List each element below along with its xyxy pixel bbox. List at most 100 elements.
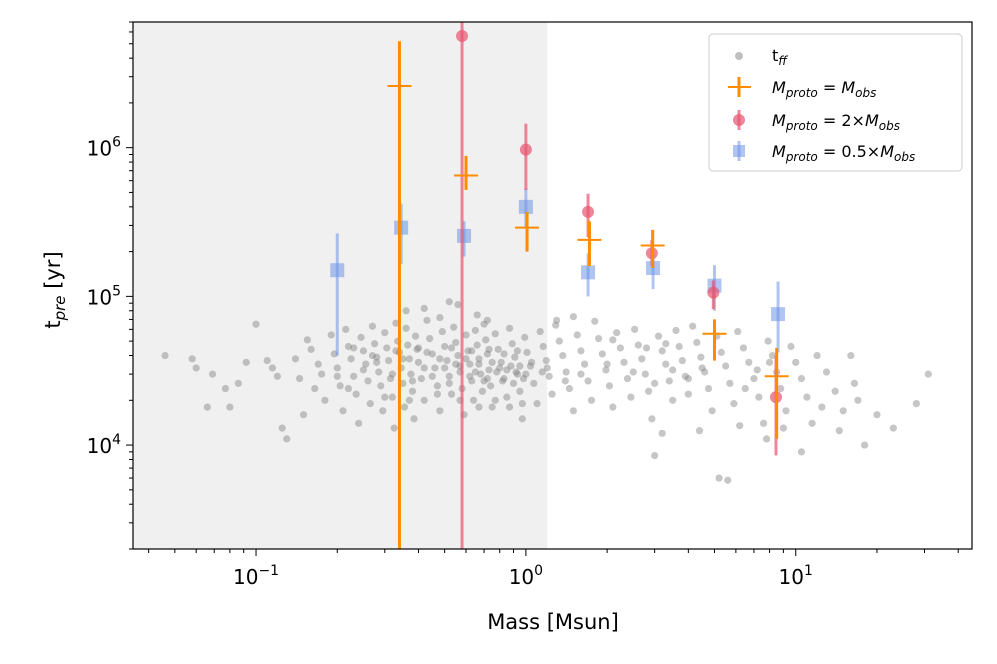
tff-point (724, 476, 732, 484)
tff-point (542, 356, 550, 365)
tff-point (553, 316, 561, 324)
tff-point (377, 382, 385, 390)
tff-point (373, 353, 381, 361)
tff-point (483, 350, 491, 358)
tff-point (303, 336, 311, 344)
tff-point (405, 355, 413, 363)
tff-point (411, 332, 420, 340)
tff-point (577, 347, 585, 355)
series-point-obs (640, 229, 665, 269)
tff-point (357, 333, 365, 341)
tff-point (307, 345, 315, 353)
tff-point (662, 340, 670, 348)
tff-point (662, 360, 670, 368)
tff-point (263, 356, 271, 365)
tff-point (362, 360, 370, 368)
tff-point (480, 320, 488, 328)
tff-point (513, 347, 521, 355)
legend-marker-half (733, 141, 745, 161)
legend: tff Mproto = Mobs Mproto = 2×Mobs Mproto… (708, 33, 963, 172)
legend-marker-double (733, 110, 745, 130)
tff-point (507, 362, 515, 370)
tff-point (402, 307, 410, 315)
tff-point (765, 358, 774, 366)
tff-point (500, 374, 508, 383)
marker-half (330, 263, 345, 278)
tff-point (595, 334, 603, 343)
tff-point (273, 372, 281, 380)
tff-point (759, 419, 768, 427)
tff-point (468, 377, 476, 385)
tff-point (428, 350, 436, 358)
series-point-half (330, 233, 345, 356)
axis-ticks (126, 21, 959, 556)
tff-point (704, 384, 713, 393)
tff-point (366, 400, 374, 408)
series-point-obs (577, 221, 602, 267)
tff-point (493, 368, 501, 376)
tff-point (912, 400, 920, 408)
tff-point (379, 407, 387, 415)
tff-point (482, 336, 490, 344)
tff-point (651, 451, 659, 460)
legend-box (708, 33, 963, 172)
tff-point (684, 374, 692, 383)
tff-point (388, 393, 396, 401)
tff-point (569, 407, 578, 415)
tff-point (441, 342, 449, 351)
tff-point (450, 323, 458, 331)
tff-point (629, 368, 637, 376)
tff-point (543, 364, 551, 372)
tff-point (291, 355, 300, 363)
tff-point (518, 400, 526, 408)
tff-point (414, 344, 423, 352)
tff-point (385, 356, 393, 365)
tff-point (631, 325, 639, 333)
tff-point (355, 419, 363, 427)
tff-point (602, 366, 610, 374)
tff-point (339, 407, 347, 415)
tff-point (808, 419, 816, 427)
tff-point (208, 370, 217, 378)
tff-point (516, 362, 524, 370)
tff-point (672, 326, 680, 335)
tff-point (431, 364, 439, 372)
tff-point (764, 337, 772, 345)
y-tick-label: 104 (87, 432, 121, 458)
series-point-half (771, 281, 786, 353)
tff-point (477, 370, 485, 378)
tff-point (577, 370, 585, 378)
tff-point (555, 337, 563, 345)
tff-point (797, 448, 806, 456)
tff-point (519, 374, 528, 383)
tff-point (634, 341, 642, 349)
tff-point (314, 360, 322, 368)
series-point-double (456, 22, 469, 549)
tff-point (347, 355, 355, 363)
tff-point (847, 351, 855, 360)
marker-half (581, 265, 596, 280)
tff-point (569, 313, 578, 321)
tff-point (803, 393, 811, 401)
tff-point (188, 355, 196, 363)
tff-point (381, 329, 389, 337)
tff-point (438, 327, 446, 336)
marker-double (707, 286, 720, 299)
x-tick-label: 100 (509, 563, 543, 589)
tff-point (466, 372, 474, 380)
tff-point (420, 304, 428, 312)
tff-point (407, 370, 415, 378)
tff-point (658, 429, 666, 437)
tff-point (739, 344, 748, 352)
tff-point (505, 403, 514, 411)
tff-point (500, 350, 508, 358)
series-point-double (519, 123, 532, 190)
tff-point (469, 396, 478, 404)
tff-point (462, 331, 470, 339)
tff-point (475, 355, 483, 363)
legend-label-half: Mproto = 0.5×Mobs (772, 142, 915, 164)
tff-point (736, 422, 744, 430)
tff-point (623, 374, 632, 383)
tff-point (417, 374, 425, 383)
tff-point (854, 396, 862, 404)
